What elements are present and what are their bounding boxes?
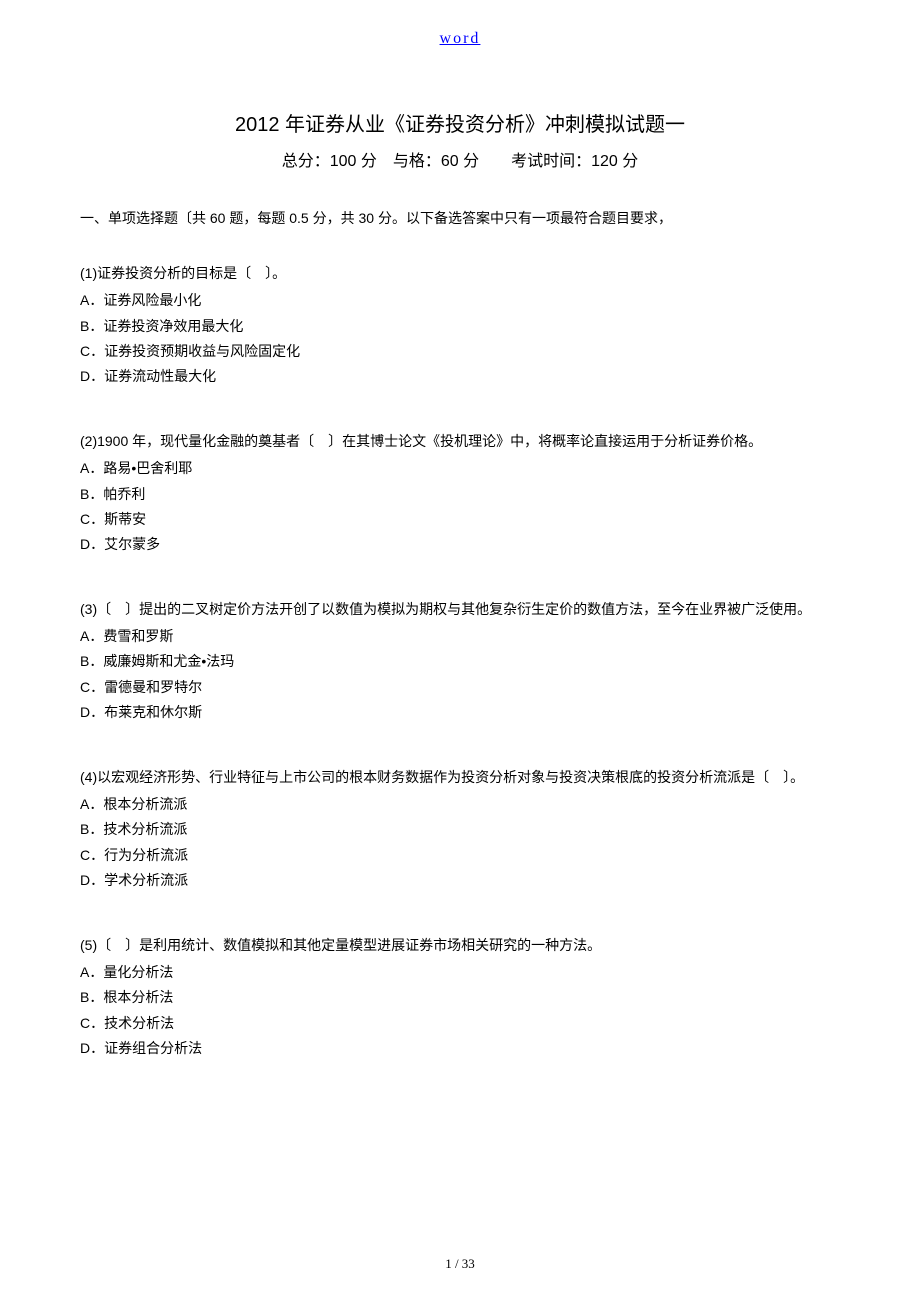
option-a: A．证券风险最小化 (80, 288, 840, 313)
question-text: (1)证券投资分析的目标是〔 〕。 (80, 261, 840, 286)
option-b: B．威廉姆斯和尤金•法玛 (80, 649, 840, 674)
option-d: D．布莱克和休尔斯 (80, 700, 840, 725)
header-word-label: word (80, 30, 840, 48)
option-d: D．学术分析流派 (80, 868, 840, 893)
question-text: (5)〔 〕是利用统计、数值模拟和其他定量模型进展证券市场相关研究的一种方法。 (80, 933, 840, 958)
option-b: B．根本分析法 (80, 985, 840, 1010)
option-c: C．雷德曼和罗特尔 (80, 675, 840, 700)
question-2: (2)1900 年，现代量化金融的奠基者〔 〕在其博士论文《投机理论》中，将概率… (80, 429, 840, 557)
option-b: B．技术分析流派 (80, 817, 840, 842)
option-a: A．量化分析法 (80, 960, 840, 985)
option-a: A．费雪和罗斯 (80, 624, 840, 649)
option-b: B．证券投资净效用最大化 (80, 314, 840, 339)
page-footer: 1 / 33 (0, 1256, 920, 1272)
question-5: (5)〔 〕是利用统计、数值模拟和其他定量模型进展证券市场相关研究的一种方法。 … (80, 933, 840, 1061)
option-b: B．帕乔利 (80, 482, 840, 507)
option-d: D．艾尔蒙多 (80, 532, 840, 557)
question-text: (4)以宏观经济形势、行业特征与上市公司的根本财务数据作为投资分析对象与投资决策… (80, 765, 840, 790)
question-4: (4)以宏观经济形势、行业特征与上市公司的根本财务数据作为投资分析对象与投资决策… (80, 765, 840, 893)
option-c: C．技术分析法 (80, 1011, 840, 1036)
section-header: 一、单项选择题〔共 60 题，每题 0.5 分，共 30 分。以下备选答案中只有… (80, 206, 840, 231)
option-c: C．行为分析流派 (80, 843, 840, 868)
option-c: C．斯蒂安 (80, 507, 840, 532)
page-subtitle: 总分：100 分 与格：60 分 考试时间：120 分 (80, 147, 840, 171)
option-a: A．根本分析流派 (80, 792, 840, 817)
question-text: (3)〔 〕提出的二叉树定价方法开创了以数值为模拟为期权与其他复杂衍生定价的数值… (80, 597, 840, 622)
option-d: D．证券组合分析法 (80, 1036, 840, 1061)
option-a: A．路易•巴舍利耶 (80, 456, 840, 481)
option-c: C．证券投资预期收益与风险固定化 (80, 339, 840, 364)
option-d: D．证券流动性最大化 (80, 364, 840, 389)
question-1: (1)证券投资分析的目标是〔 〕。 A．证券风险最小化 B．证券投资净效用最大化… (80, 261, 840, 389)
question-text: (2)1900 年，现代量化金融的奠基者〔 〕在其博士论文《投机理论》中，将概率… (80, 429, 840, 454)
page-title: 2012 年证券从业《证券投资分析》冲刺模拟试题一 (80, 108, 840, 137)
question-3: (3)〔 〕提出的二叉树定价方法开创了以数值为模拟为期权与其他复杂衍生定价的数值… (80, 597, 840, 725)
